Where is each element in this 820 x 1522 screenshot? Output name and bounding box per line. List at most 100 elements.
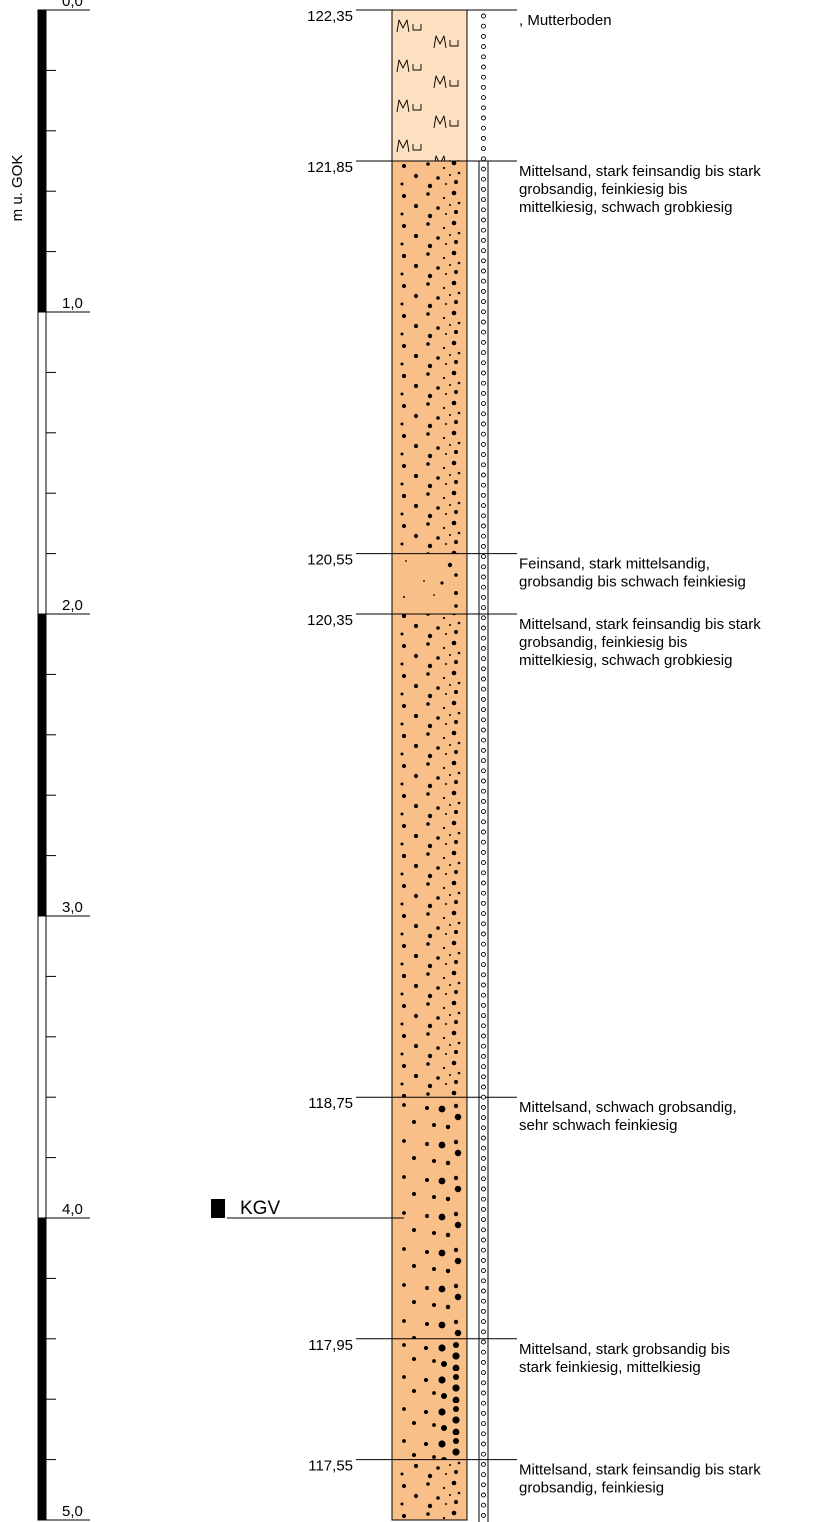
layer-boundaries — [391, 9, 488, 1521]
pore-circle — [481, 1431, 486, 1437]
pore-circle — [481, 717, 486, 723]
layer-description: Mittelsand, stark feinsandig bis stark gr… — [519, 1462, 761, 1497]
pore-circle — [481, 1319, 486, 1325]
pore-circle — [481, 737, 486, 743]
pore-circle — [481, 543, 486, 549]
pore-circle — [481, 380, 486, 386]
pore-circle — [481, 1278, 486, 1284]
pore-circle — [481, 523, 486, 529]
pore-circle — [481, 839, 486, 845]
pore-circle — [481, 747, 486, 753]
elevation-labels: 122,35 121,85 120,55 120,35 118,75 117,95 117,… — [307, 8, 392, 1475]
tick-label: 2,0 — [62, 597, 83, 614]
pore-circle — [481, 1410, 486, 1416]
pore-circle — [481, 615, 486, 621]
groundwater-symbol — [211, 1199, 225, 1218]
elevation-label: 117,55 — [308, 1458, 353, 1475]
pore-circle — [481, 1380, 486, 1386]
pore-circle — [481, 1421, 486, 1427]
pore-circle — [481, 911, 486, 917]
pore-circle — [481, 1339, 486, 1345]
pore-circle — [481, 1084, 486, 1090]
pore-circle — [481, 1492, 486, 1498]
pore-circle — [481, 156, 486, 162]
tick-label: 5,0 — [62, 1503, 83, 1520]
pore-circle — [481, 554, 486, 560]
pore-circle — [481, 1125, 486, 1131]
pore-circle — [481, 962, 486, 968]
layer-7-fill — [392, 1459, 467, 1520]
scale-segment — [37, 1217, 47, 1521]
pore-circle — [481, 1359, 486, 1365]
pore-circle — [481, 1023, 486, 1029]
pore-circle — [481, 472, 486, 478]
pore-circle — [481, 1451, 486, 1457]
pore-circle — [481, 1217, 486, 1223]
pore-circle — [481, 1482, 486, 1488]
pore-circle — [481, 207, 486, 213]
pore-circle — [481, 1094, 486, 1100]
pore-circle — [481, 125, 486, 131]
pore-circle — [481, 1288, 486, 1294]
pore-circle — [481, 288, 486, 294]
pore-circle — [481, 74, 486, 80]
pore-circle — [481, 1308, 486, 1314]
pore-circle — [481, 13, 486, 19]
pore-circle — [481, 105, 486, 111]
layer-4-fill — [392, 614, 467, 1098]
pore-circle — [481, 1064, 486, 1070]
scale-bar — [37, 9, 47, 1521]
pore-circle — [481, 1329, 486, 1335]
pore-circle — [481, 1461, 486, 1467]
pore-circle — [481, 645, 486, 651]
pore-circle — [481, 982, 486, 988]
tick-label: 3,0 — [62, 899, 83, 916]
pore-circle — [481, 727, 486, 733]
pore-circle — [481, 809, 486, 815]
pore-circle — [481, 1512, 486, 1518]
pore-circle — [481, 503, 486, 509]
pore-circle — [481, 972, 486, 978]
pore-circle — [481, 248, 486, 254]
pore-circle — [481, 1135, 486, 1141]
pore-circle — [481, 1176, 486, 1182]
layer-6-fill — [392, 1338, 467, 1460]
pore-circle — [481, 115, 486, 121]
pore-circle — [481, 1206, 486, 1212]
pore-circle — [481, 707, 486, 713]
pore-circle — [481, 1043, 486, 1049]
pore-circle — [481, 890, 486, 896]
pore-circle — [481, 197, 486, 203]
elevation-label: 118,75 — [308, 1095, 353, 1112]
pore-circle — [481, 350, 486, 356]
pore-circle — [481, 339, 486, 345]
pore-circle — [481, 666, 486, 672]
pore-circle — [481, 135, 486, 141]
pore-circle — [481, 421, 486, 427]
elevation-label: 122,35 — [307, 8, 353, 25]
pore-circle — [481, 1472, 486, 1478]
pore-circle — [481, 462, 486, 468]
pore-circle — [481, 625, 486, 631]
pore-circle — [481, 870, 486, 876]
pore-circle — [481, 778, 486, 784]
pore-circle — [481, 635, 486, 641]
pore-circle — [481, 1002, 486, 1008]
layer-description: , Mutterboden — [519, 12, 612, 29]
pore-circle — [481, 370, 486, 376]
pore-circle — [481, 819, 486, 825]
pore-circle — [481, 390, 486, 396]
pore-circle — [481, 146, 486, 152]
pore-circle — [481, 533, 486, 539]
layer-5-fill — [392, 1097, 467, 1339]
pore-circle — [481, 676, 486, 682]
pore-circle — [481, 441, 486, 447]
depth-scale: m u. GOK 0,0 1,0 2,0 3,0 4,0 5,0 — [9, 0, 90, 1521]
pore-circle — [481, 880, 486, 886]
pore-circle — [481, 1268, 486, 1274]
pore-circle — [481, 309, 486, 315]
scale-segment — [37, 311, 47, 615]
pore-circle — [481, 1349, 486, 1355]
pore-circle — [481, 360, 486, 366]
pore-circle — [481, 951, 486, 957]
